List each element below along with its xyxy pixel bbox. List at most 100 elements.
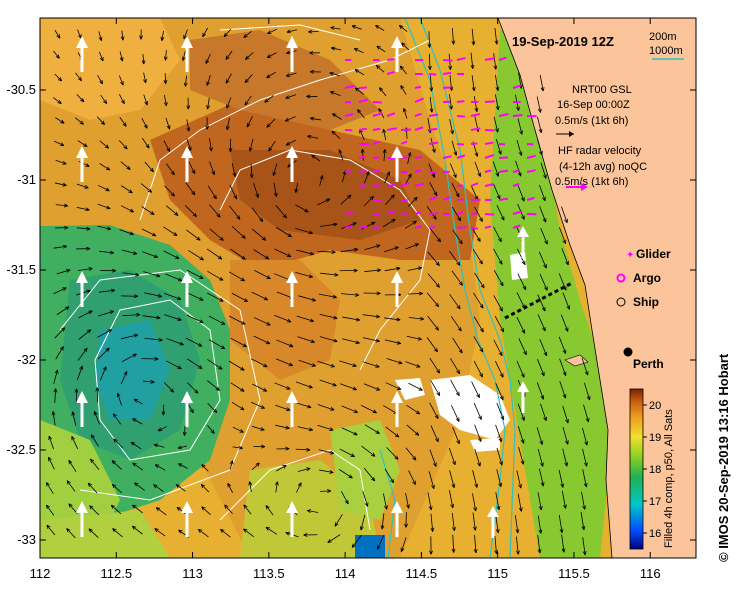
velocity-vector-head [120, 36, 125, 41]
velocity-vector [340, 194, 352, 205]
velocity-vector [232, 426, 244, 433]
velocity-vector [405, 173, 412, 185]
velocity-vector [207, 403, 218, 413]
velocity-vector-head [562, 371, 567, 376]
velocity-vector-head [215, 386, 220, 391]
x-tick-label: 114.5 [406, 566, 438, 581]
velocity-vector-head [480, 284, 485, 289]
velocity-vector-head [181, 56, 186, 61]
velocity-vector [274, 314, 292, 323]
velocity-vector-head [87, 482, 92, 487]
hf-vector [498, 169, 509, 173]
velocity-vector-head [434, 414, 439, 420]
velocity-vector-head [71, 436, 76, 441]
velocity-vector [97, 329, 112, 338]
velocity-vector [449, 470, 455, 488]
x-axis: 112 112.5 113 113.5 114 114.5 115 115.5 116 [30, 18, 661, 581]
velocity-vector [338, 469, 353, 479]
velocity-vector [206, 74, 211, 86]
x-tick-label: 112.5 [100, 566, 132, 581]
velocity-vector-head [194, 389, 199, 394]
velocity-vector-head [517, 172, 522, 177]
velocity-vector [495, 492, 500, 511]
velocity-vector [334, 514, 343, 527]
velocity-vector [53, 97, 62, 104]
velocity-vector [207, 359, 223, 370]
velocity-vector [225, 73, 232, 84]
velocity-vector [187, 358, 203, 369]
velocity-vector-head [471, 86, 476, 92]
velocity-vector [55, 117, 65, 124]
hf-vector [428, 171, 437, 174]
velocity-vector-head [470, 64, 475, 69]
velocity-vector-head [153, 484, 158, 489]
velocity-vector [120, 334, 138, 340]
velocity-vector-head [352, 363, 357, 367]
velocity-vector [200, 484, 210, 493]
velocity-vector [558, 515, 563, 533]
velocity-vector [119, 229, 134, 235]
velocity-vector [163, 94, 167, 106]
velocity-vector [561, 206, 568, 223]
velocity-vector [318, 293, 337, 298]
velocity-vector-head [189, 408, 194, 414]
velocity-vector-head [66, 269, 71, 273]
velocity-vector-head [521, 197, 525, 202]
velocity-vector-head [404, 523, 408, 528]
hf-vector [484, 57, 495, 61]
velocity-vector [450, 379, 460, 397]
hf-vector [414, 182, 425, 187]
velocity-vector [494, 536, 497, 555]
velocity-vector-head [479, 373, 483, 378]
velocity-vector [428, 163, 435, 178]
velocity-vector-head [457, 216, 462, 222]
velocity-vector-head [116, 392, 121, 398]
velocity-vector-head [255, 462, 260, 467]
velocity-vector [295, 381, 313, 389]
velocity-vector [516, 360, 525, 378]
velocity-vector-head [416, 364, 421, 368]
velocity-vector-head [285, 425, 290, 430]
velocity-vector [144, 292, 162, 297]
velocity-vector-head [197, 528, 203, 533]
velocity-vector [471, 381, 480, 398]
velocity-vector [539, 74, 544, 92]
velocity-vector [472, 248, 483, 265]
velocity-vector-head [227, 483, 232, 488]
velocity-vector [351, 535, 362, 548]
velocity-vector [340, 491, 349, 505]
velocity-vector-head [104, 144, 110, 149]
velocity-vector [132, 504, 143, 514]
velocity-vector-head [66, 528, 71, 533]
velocity-vector [184, 425, 186, 436]
wind-arrow-head [181, 271, 193, 283]
velocity-vector [53, 50, 60, 59]
velocity-vector [364, 244, 381, 250]
velocity-vector [230, 382, 245, 392]
velocity-vector [207, 380, 220, 391]
velocity-vector-head [400, 547, 405, 552]
velocity-vector [207, 292, 224, 302]
velocity-vector [298, 359, 316, 367]
velocity-vector [381, 513, 385, 530]
velocity-vector [274, 382, 291, 390]
velocity-vector-head [542, 218, 547, 223]
wind-arrow-head [391, 391, 403, 403]
velocity-vector-head [133, 398, 139, 403]
velocity-vector [207, 270, 224, 281]
velocity-vector-head [238, 445, 243, 450]
velocity-vector [538, 468, 544, 487]
velocity-vector [429, 97, 433, 113]
velocity-vector [342, 338, 360, 344]
velocity-vector-head [150, 211, 155, 215]
velocity-vector-head [98, 36, 103, 41]
velocity-vector-head [191, 169, 196, 174]
velocity-vector-head [297, 482, 302, 487]
velocity-vector [430, 513, 434, 532]
velocity-vector-head [538, 128, 543, 134]
velocity-vector-head [153, 443, 159, 448]
hf-vector [470, 212, 478, 215]
velocity-vector [228, 315, 246, 325]
velocity-vector [357, 109, 365, 119]
velocity-vector-head [143, 78, 147, 84]
